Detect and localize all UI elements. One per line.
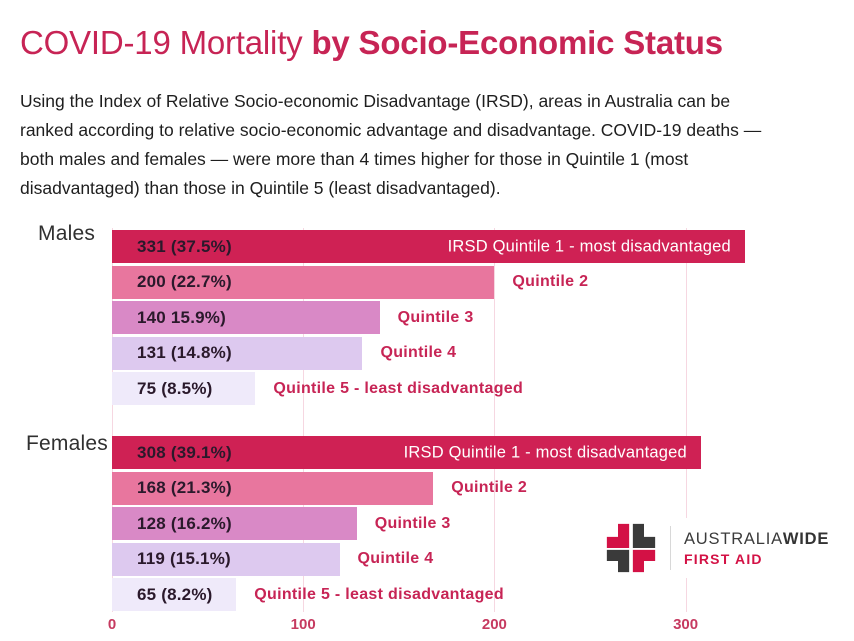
bar: 200 (22.7%) bbox=[112, 265, 495, 299]
bar: 168 (21.3%) bbox=[112, 471, 434, 505]
group-label-males: Males bbox=[38, 222, 96, 245]
bar: 65 (8.2%) bbox=[112, 578, 237, 611]
bar-value-label: 140 15.9%) bbox=[137, 307, 226, 327]
gridline-200 bbox=[494, 228, 496, 612]
bar: 308 (39.1%) IRSD Quintile 1 - most disadv… bbox=[112, 436, 701, 469]
bar-value-label: 308 (39.1%) bbox=[137, 442, 232, 462]
bar: 331 (37.5%) IRSD Quintile 1 - most disadv… bbox=[112, 230, 745, 263]
bar-row: 128 (16.2%) Quintile 3 bbox=[112, 507, 701, 540]
bar-row: 200 (22.7%) Quintile 2 bbox=[112, 265, 745, 299]
bar-category-label: Quintile 4 bbox=[357, 550, 434, 567]
bar-row: 131 (14.8%) Quintile 4 bbox=[112, 336, 745, 370]
axis-tick-label-200: 200 bbox=[481, 616, 507, 633]
gridline-0 bbox=[112, 228, 113, 612]
bar-value-label: 119 (15.1%) bbox=[137, 549, 231, 568]
page-title-bold: by Socio-Economic Status bbox=[311, 24, 723, 61]
bars-males: 331 (37.5%) IRSD Quintile 1 - most disadv… bbox=[112, 230, 745, 408]
bar-category-label: Quintile 5 - least disadvantaged bbox=[273, 379, 524, 397]
bar-value-label: 331 (37.5%) bbox=[137, 236, 232, 256]
bar-value-label: 168 (21.3%) bbox=[137, 478, 232, 497]
axis-tick-label-0: 0 bbox=[107, 616, 117, 633]
bar-row: 119 (15.1%) Quintile 4 bbox=[112, 542, 701, 576]
axis-tick-label-100: 100 bbox=[290, 616, 316, 633]
brand-name-regular: AUSTRALIA bbox=[684, 529, 783, 548]
bar: 128 (16.2%) bbox=[112, 507, 357, 540]
bar-chart: 0 100 200 300 bbox=[0, 228, 854, 638]
first-aid-cross-icon bbox=[606, 523, 656, 573]
bars-females: 308 (39.1%) IRSD Quintile 1 - most disadv… bbox=[112, 436, 701, 614]
group-label-females: Females bbox=[26, 432, 108, 455]
bar-category-label: Quintile 3 bbox=[374, 514, 451, 532]
bar-value-label: 131 (14.8%) bbox=[137, 343, 232, 362]
bar-value-label: 128 (16.2%) bbox=[137, 513, 232, 533]
bar-category-label: Quintile 2 bbox=[512, 273, 589, 290]
bar-row: 65 (8.2%) Quintile 5 - least disadvantage… bbox=[112, 578, 701, 611]
bar: 140 15.9%) bbox=[112, 301, 380, 334]
bar: 131 (14.8%) bbox=[112, 336, 363, 370]
bar-row: 140 15.9%) Quintile 3 bbox=[112, 301, 745, 334]
bar-category-label: IRSD Quintile 1 - most disadvantaged bbox=[447, 237, 731, 255]
gridline-100 bbox=[303, 228, 305, 612]
bar-value-label: 75 (8.5%) bbox=[137, 378, 213, 398]
bar-category-label: Quintile 3 bbox=[397, 308, 474, 326]
bar-row: 308 (39.1%) IRSD Quintile 1 - most disadv… bbox=[112, 436, 701, 469]
brand-logo: AUSTRALIAWIDE FIRST AID bbox=[599, 518, 836, 578]
bar-value-label: 200 (22.7%) bbox=[137, 272, 232, 291]
page-title-light: COVID-19 Mortality bbox=[20, 24, 312, 61]
bar-category-label: Quintile 5 - least disadvantaged bbox=[254, 585, 504, 603]
bar: 119 (15.1%) bbox=[112, 542, 340, 576]
intro-paragraph: Using the Index of Relative Socio-econom… bbox=[20, 91, 762, 198]
bar-row: 331 (37.5%) IRSD Quintile 1 - most disadv… bbox=[112, 230, 745, 263]
bar-category-label: Quintile 4 bbox=[380, 344, 457, 361]
brand-name-bold: WIDE bbox=[782, 529, 830, 548]
bar-category-label: Quintile 2 bbox=[451, 479, 528, 496]
bar-value-label: 65 (8.2%) bbox=[137, 584, 213, 604]
bar-category-label: IRSD Quintile 1 - most disadvantaged bbox=[403, 443, 687, 461]
brand-tagline: FIRST AID bbox=[684, 550, 763, 567]
logo-divider bbox=[670, 526, 671, 570]
bar: 75 (8.5%) bbox=[112, 372, 256, 405]
bar-row: 168 (21.3%) Quintile 2 bbox=[112, 471, 701, 505]
logo-text: AUSTRALIAWIDE FIRST AID bbox=[684, 530, 829, 567]
brand-name: AUSTRALIAWIDE bbox=[684, 530, 829, 549]
gridline-300 bbox=[685, 228, 687, 612]
bar-row: 75 (8.5%) Quintile 5 - least disadvantage… bbox=[112, 372, 745, 405]
axis-tick-label-300: 300 bbox=[673, 616, 699, 633]
page-title: COVID-19 Mortality by Socio-Economic Sta… bbox=[20, 24, 723, 62]
